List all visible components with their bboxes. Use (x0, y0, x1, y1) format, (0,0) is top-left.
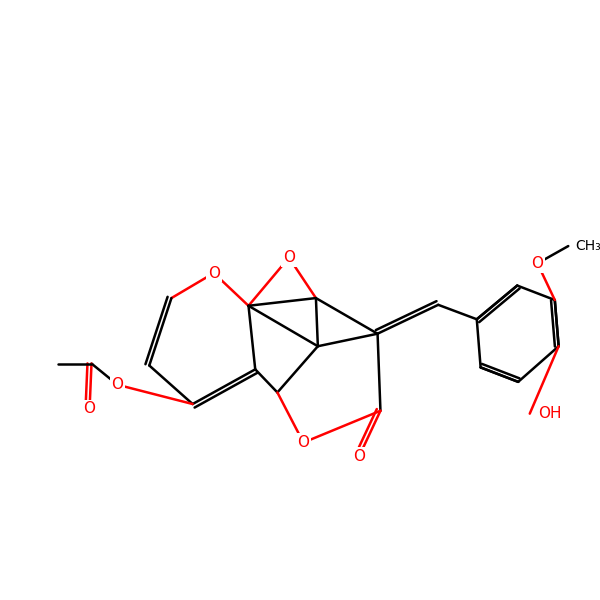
Text: O: O (283, 250, 295, 265)
Text: O: O (112, 377, 124, 392)
Text: O: O (298, 435, 310, 450)
Text: CH₃: CH₃ (575, 239, 600, 253)
Text: O: O (353, 449, 365, 464)
Text: O: O (83, 401, 95, 416)
Text: OH: OH (538, 406, 562, 421)
Text: O: O (208, 266, 220, 281)
Text: O: O (532, 256, 544, 271)
